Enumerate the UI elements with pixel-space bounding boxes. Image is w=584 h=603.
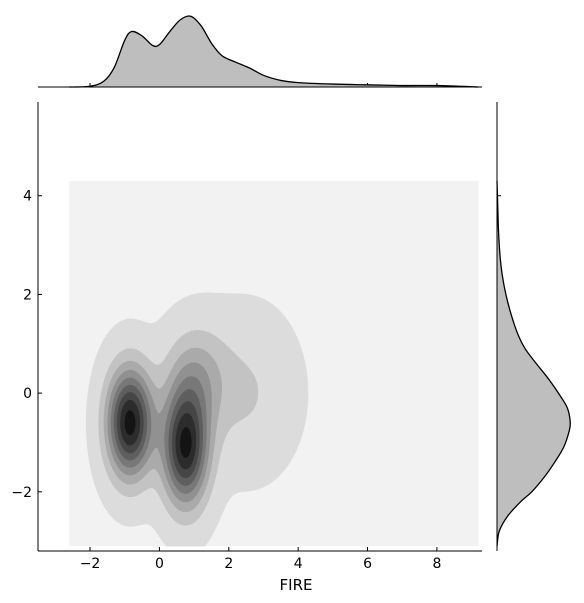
x-tick-label: −2 <box>80 556 101 572</box>
x-marginal-area <box>69 15 479 88</box>
x-marginal-line <box>69 15 479 88</box>
y-marginal-density <box>496 102 571 551</box>
main-kde-plot <box>37 102 482 552</box>
density-contours <box>85 292 309 547</box>
y-marginal-line <box>496 180 571 547</box>
y-marginal-area <box>497 180 571 547</box>
y-tick-label: 4 <box>23 189 32 205</box>
y-tick-label: 2 <box>23 287 32 303</box>
x-tick-label: 2 <box>224 556 233 572</box>
x-marginal-density <box>38 15 482 88</box>
density-contour-level-9 <box>124 409 192 459</box>
x-tick-label: 6 <box>363 556 372 572</box>
y-tick-label: −2 <box>11 485 32 501</box>
y-tick-label: 0 <box>23 386 32 402</box>
x-tick-label: 0 <box>155 556 164 572</box>
x-tick-label: 4 <box>294 556 303 572</box>
x-axis: −2 0 2 4 6 8 <box>80 83 441 572</box>
x-tick-label: 8 <box>432 556 441 572</box>
x-axis-title: FIRE <box>280 576 313 594</box>
